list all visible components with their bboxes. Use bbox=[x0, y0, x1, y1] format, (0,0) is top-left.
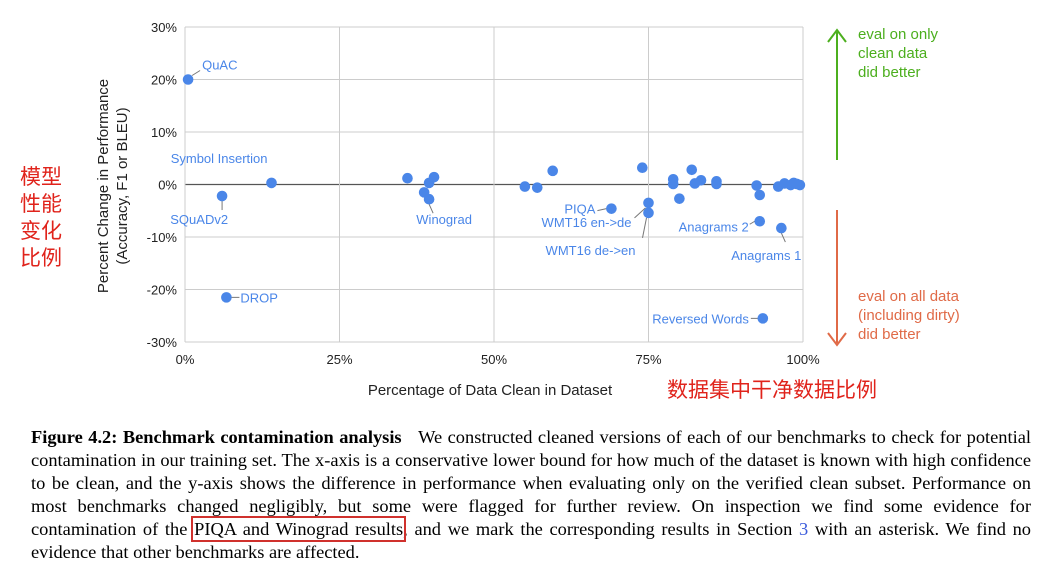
data-point bbox=[686, 164, 698, 176]
point-labels: QuAC Symbol Insertion SQuADv2 DROP Winograd P… bbox=[170, 58, 801, 327]
data-point bbox=[757, 313, 769, 324]
label-connector-line bbox=[780, 232, 786, 243]
data-point bbox=[216, 190, 228, 202]
data-point bbox=[266, 177, 277, 189]
data-point bbox=[754, 189, 766, 201]
figure-caption: Figure 4.2: Benchmark contamination anal… bbox=[31, 426, 1031, 564]
data-point bbox=[182, 74, 194, 85]
data-point bbox=[674, 193, 685, 204]
data-point bbox=[711, 178, 722, 190]
x-tick-label: 25% bbox=[326, 352, 352, 367]
data-point bbox=[667, 178, 679, 190]
annotation-bottom-line1: eval on all data bbox=[858, 288, 960, 305]
y-tick-label: 30% bbox=[151, 20, 177, 35]
y-axis-label-line2: (Accuracy, F1 or BLEU) bbox=[114, 107, 131, 264]
point-label: PIQA bbox=[564, 202, 595, 217]
data-point bbox=[402, 172, 413, 184]
data-point bbox=[637, 162, 648, 173]
y-tick-label: -10% bbox=[147, 230, 178, 245]
caption-figure-number: Figure 4.2: bbox=[31, 427, 118, 447]
chinese-y-label-1: 模型 bbox=[20, 165, 62, 189]
data-points bbox=[182, 74, 806, 324]
caption-text-middle: , and we mark the corresponding results … bbox=[403, 519, 793, 539]
annotation-bottom-line2: (including dirty) bbox=[858, 307, 960, 324]
chinese-y-label-2: 性能 bbox=[20, 192, 62, 216]
label-connector-line bbox=[597, 208, 607, 212]
label-connector-line bbox=[634, 207, 646, 219]
label-connector-line bbox=[749, 220, 755, 225]
annotation-top-line2: clean data bbox=[858, 45, 928, 62]
grid-lines bbox=[184, 26, 804, 343]
y-tick-label: 0% bbox=[158, 178, 177, 193]
point-label: DROP bbox=[240, 290, 278, 305]
annotation-bottom-line3: did better bbox=[858, 326, 921, 343]
y-axis-label-line1: Percent Change in Performance bbox=[95, 79, 112, 293]
x-axis-label: Percentage of Data Clean in Dataset bbox=[368, 382, 613, 399]
contamination-scatter-chart: 30% 20% 10% 0% -10% -20% -30% 0% 25% 50% 75% 100% Q… bbox=[20, 20, 960, 402]
label-connector-line bbox=[191, 70, 201, 76]
data-point bbox=[519, 181, 531, 192]
data-point bbox=[428, 171, 440, 183]
point-label: Anagrams 1 bbox=[731, 248, 801, 263]
label-connectors bbox=[191, 70, 786, 319]
chinese-y-label-3: 变化 bbox=[20, 219, 62, 243]
axis-ticks: 30% 20% 10% 0% -10% -20% -30% 0% 25% 50% 75% 100% bbox=[147, 20, 820, 367]
down-arrow-icon bbox=[827, 210, 847, 347]
x-tick-label: 75% bbox=[635, 352, 661, 367]
annotation-top-line3: did better bbox=[858, 64, 921, 81]
data-point bbox=[695, 175, 707, 186]
caption-title: Benchmark contamination analysis bbox=[122, 427, 402, 447]
data-point bbox=[606, 203, 617, 214]
data-point bbox=[794, 179, 806, 191]
point-label: WMT16 de->en bbox=[546, 243, 636, 258]
point-label: Anagrams 2 bbox=[679, 219, 749, 234]
data-point bbox=[643, 207, 654, 219]
caption-text-after: with an asterisk. We find no evidence th… bbox=[31, 519, 1031, 562]
y-tick-label: -20% bbox=[147, 283, 178, 298]
x-tick-label: 0% bbox=[176, 352, 195, 367]
data-point bbox=[643, 197, 654, 209]
data-point bbox=[221, 292, 232, 303]
label-connector-line bbox=[428, 203, 434, 214]
point-label: Reversed Words bbox=[652, 311, 749, 326]
point-label: Winograd bbox=[416, 212, 472, 227]
data-point bbox=[547, 165, 559, 177]
data-point bbox=[754, 215, 766, 227]
section-link[interactable]: 3 bbox=[799, 519, 809, 539]
chinese-x-label: 数据集中干净数据比例 bbox=[667, 378, 877, 402]
data-point bbox=[751, 180, 762, 191]
data-point bbox=[776, 222, 787, 234]
y-tick-label: 10% bbox=[151, 125, 177, 140]
x-tick-label: 100% bbox=[786, 352, 820, 367]
y-tick-label: 20% bbox=[151, 73, 177, 88]
point-label: SQuADv2 bbox=[170, 212, 228, 227]
caption-highlight-box: PIQA and Winograd results bbox=[191, 516, 407, 542]
point-label: Symbol Insertion bbox=[171, 151, 268, 166]
chinese-y-label-4: 比例 bbox=[20, 246, 62, 270]
y-tick-label: -30% bbox=[147, 335, 178, 350]
data-point bbox=[423, 193, 435, 205]
x-tick-label: 50% bbox=[481, 352, 507, 367]
data-point bbox=[531, 182, 543, 193]
caption-text-before: We constructed cleaned versions of each … bbox=[31, 427, 1031, 539]
point-label: WMT16 en->de bbox=[542, 215, 632, 230]
annotation-top-line1: eval on only bbox=[858, 26, 939, 43]
label-connector-line bbox=[642, 217, 647, 238]
point-label: QuAC bbox=[202, 58, 237, 73]
up-arrow-icon bbox=[827, 28, 847, 160]
